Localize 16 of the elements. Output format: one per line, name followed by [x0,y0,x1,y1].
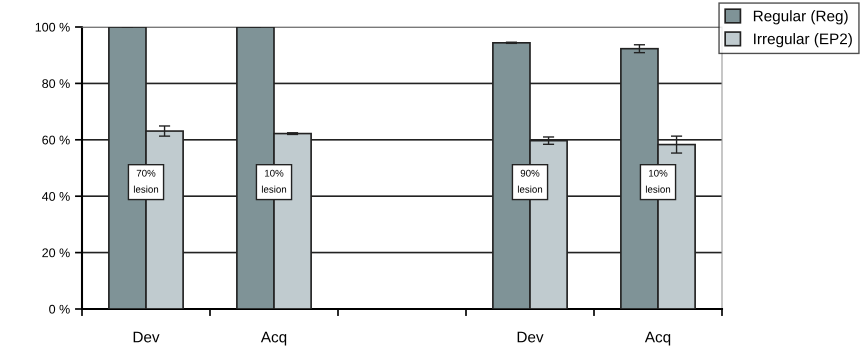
annotation: 90% lesion [518,170,542,193]
legend-label: Irregular (EP2) [754,33,852,48]
y-tick-label: 40 % [42,192,70,201]
y-tick-label: 0 % [49,304,70,314]
legend-label: Regular (Reg) [754,10,848,24]
y-tick-label: 20 % [42,248,70,258]
x-tick-label: Acq [260,332,286,346]
y-tick-label: 60 % [42,136,70,144]
y-tick-label: 100 % [36,22,70,32]
annotation: 10% lesion [646,170,670,193]
annotation: 10% lesion [262,170,286,193]
x-tick-label: Acq [644,332,670,346]
annotation: 70% lesion [134,170,158,193]
x-tick-label: Dev [134,332,160,342]
x-tick-label: Dev [518,332,544,342]
y-tick-label: 80 % [42,79,70,88]
